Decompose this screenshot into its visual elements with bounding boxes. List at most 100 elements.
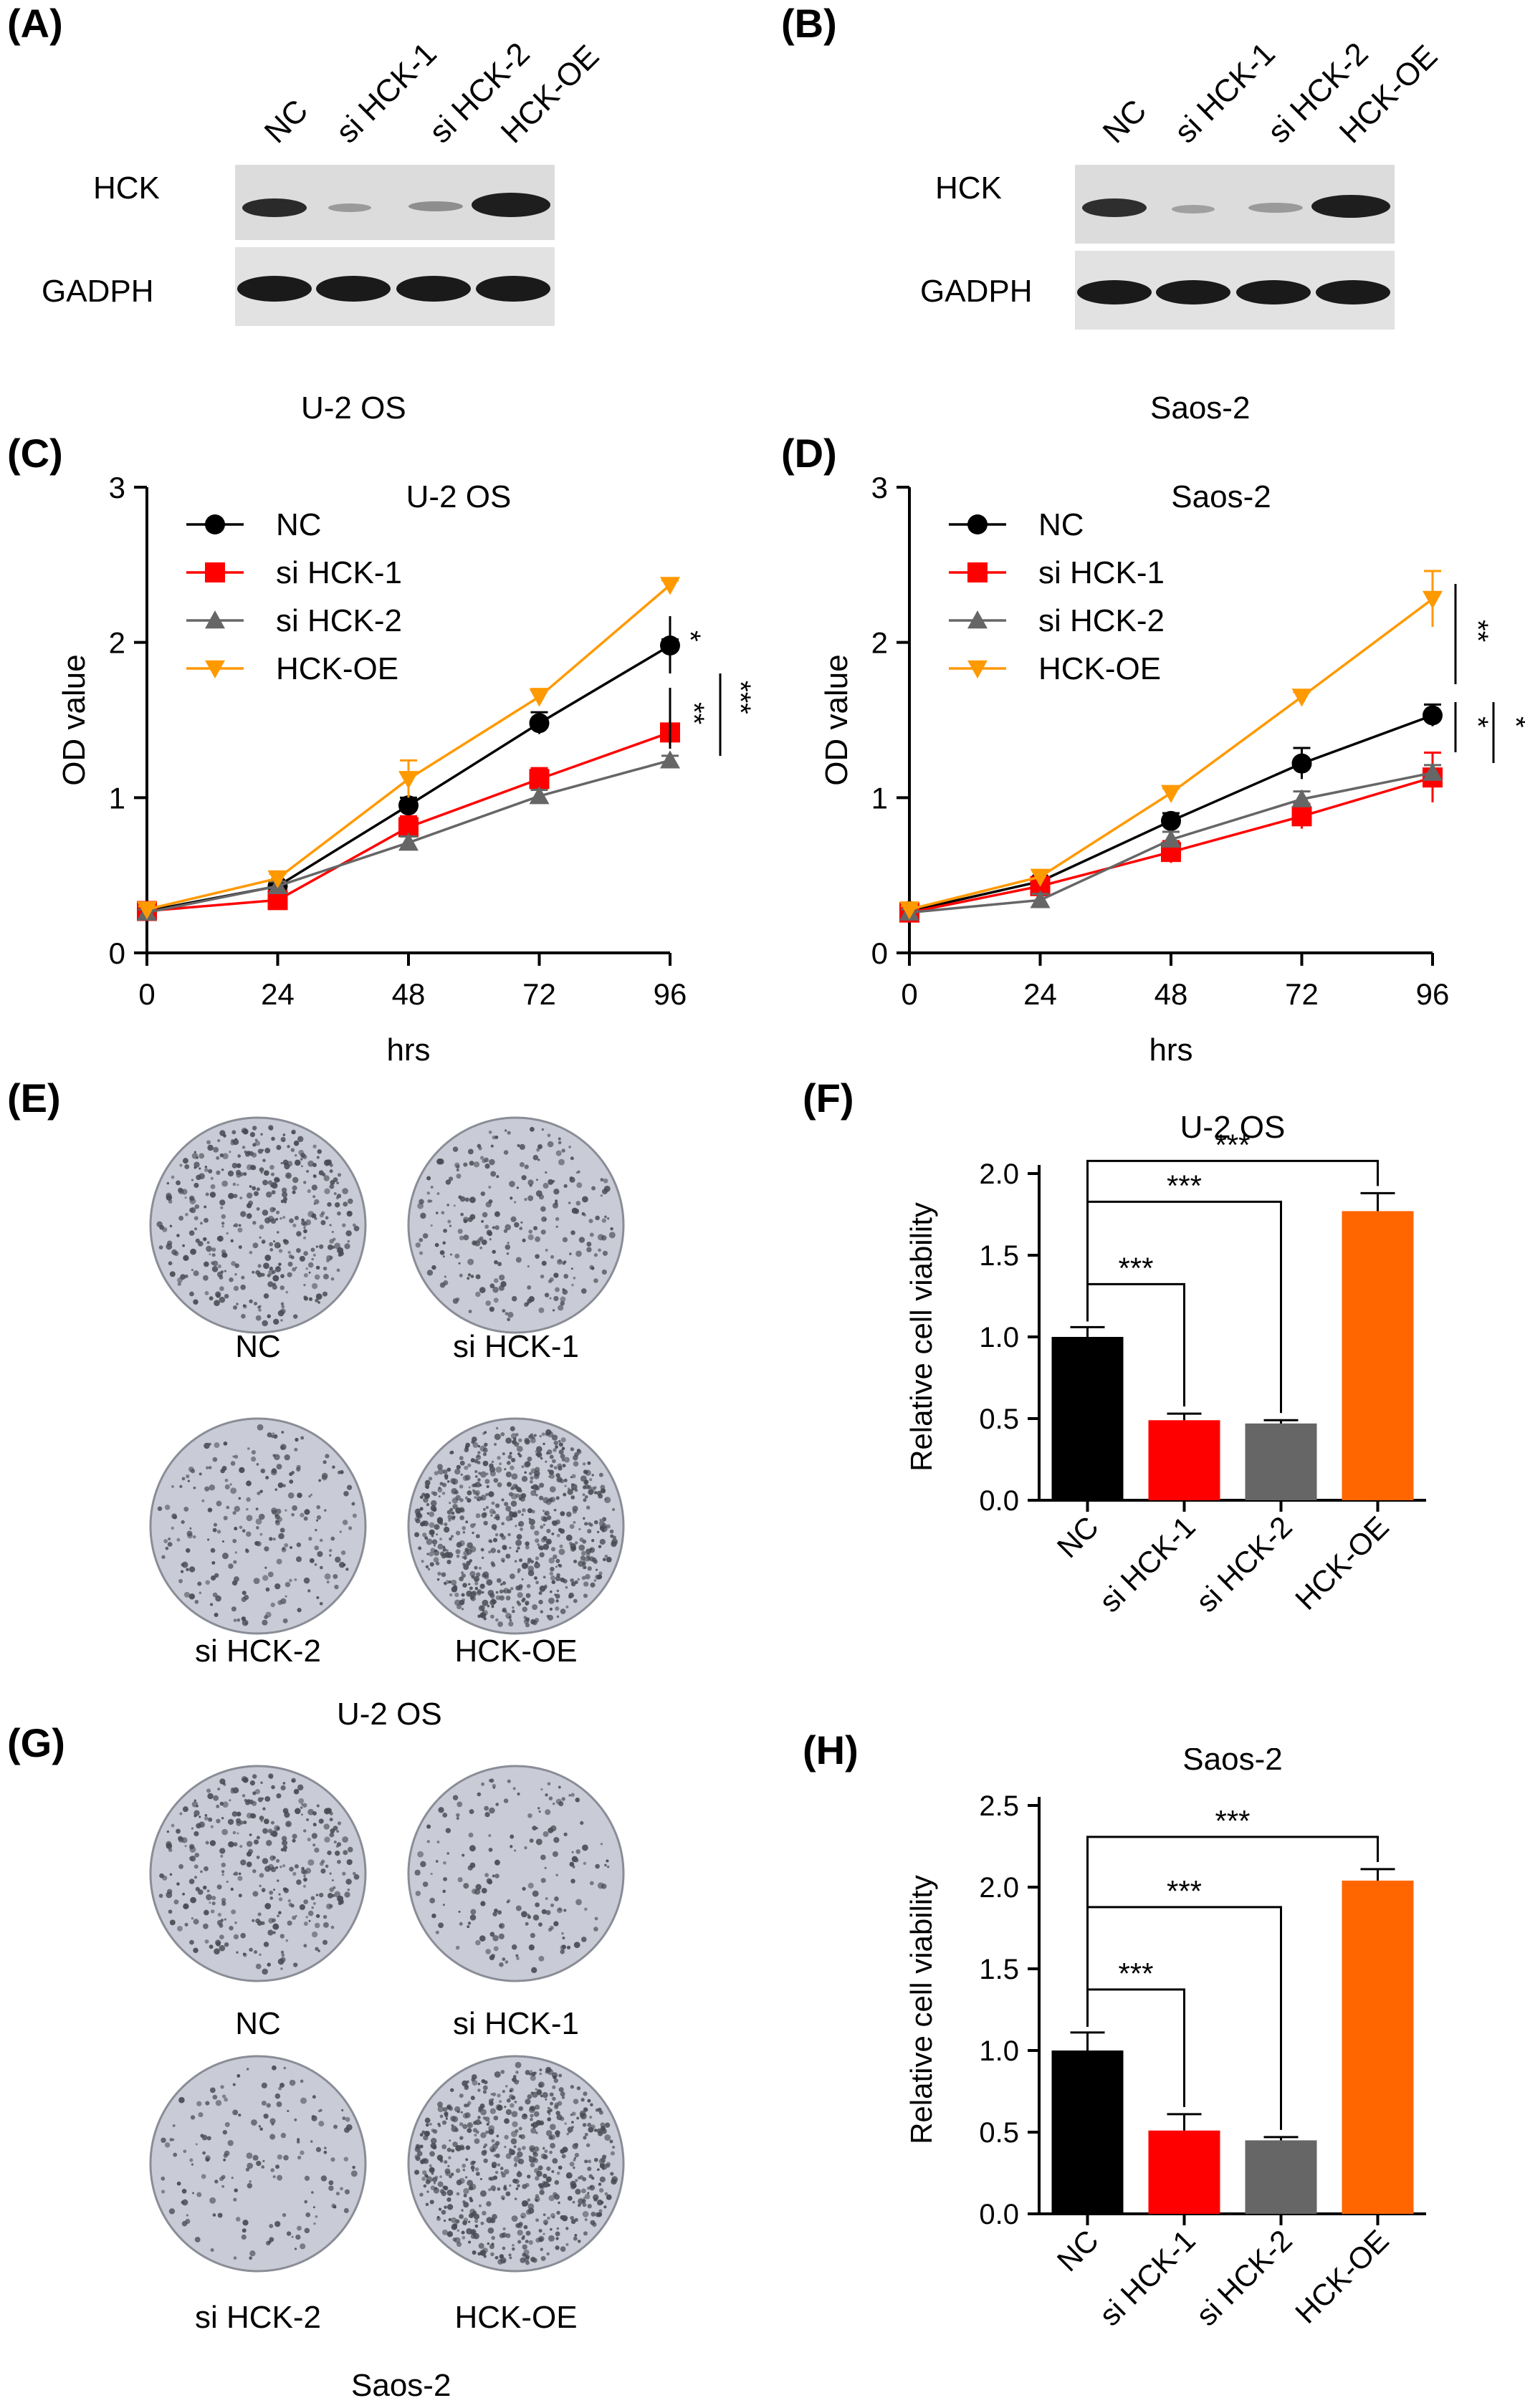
colony bbox=[189, 1527, 192, 1530]
colony bbox=[301, 1803, 304, 1806]
colony bbox=[448, 2217, 451, 2222]
colony bbox=[233, 1842, 238, 1847]
colony bbox=[459, 1599, 465, 1606]
colony bbox=[602, 2154, 607, 2159]
colony bbox=[542, 2181, 550, 2188]
colony bbox=[478, 2242, 484, 2249]
colony bbox=[494, 2171, 499, 2174]
colony bbox=[516, 1601, 520, 1604]
colony bbox=[254, 1138, 258, 1142]
colony bbox=[485, 1506, 489, 1510]
colony bbox=[331, 2203, 336, 2209]
colony bbox=[516, 1487, 522, 1492]
colony bbox=[606, 2194, 612, 2200]
chart-title: Saos-2 bbox=[1182, 1748, 1282, 1777]
blot-row-label-gadph: GADPH bbox=[42, 274, 154, 309]
colony bbox=[538, 1194, 545, 1200]
colony bbox=[178, 1188, 184, 1194]
colony bbox=[555, 1565, 558, 1568]
colony bbox=[611, 2178, 617, 2185]
colony bbox=[522, 1598, 526, 1601]
colony bbox=[437, 1543, 444, 1550]
colony bbox=[522, 2146, 526, 2150]
colony bbox=[459, 2214, 464, 2220]
colony bbox=[584, 2159, 588, 2164]
colony bbox=[318, 1818, 324, 1824]
colony bbox=[536, 2088, 542, 2095]
panel-label-e: (E) bbox=[7, 1075, 61, 1121]
colony bbox=[436, 1192, 440, 1195]
colony bbox=[436, 1841, 440, 1843]
colony bbox=[173, 2152, 178, 2157]
colony bbox=[475, 1475, 478, 1478]
colony bbox=[238, 1894, 242, 1898]
colony bbox=[329, 1872, 332, 1875]
colony bbox=[563, 1492, 567, 1497]
colony bbox=[494, 1443, 497, 1446]
colony bbox=[517, 1143, 520, 1148]
colony bbox=[558, 2087, 564, 2093]
colony bbox=[542, 1543, 550, 1550]
colony bbox=[451, 1511, 455, 1515]
colony bbox=[583, 1581, 589, 1587]
colony bbox=[278, 1893, 281, 1896]
colony bbox=[242, 1952, 246, 1956]
colony bbox=[456, 1542, 462, 1548]
colony bbox=[479, 1935, 486, 1942]
colony bbox=[527, 2203, 535, 2210]
colony bbox=[285, 1939, 289, 1942]
colony bbox=[585, 2143, 591, 2147]
colony bbox=[166, 1891, 173, 1899]
colony bbox=[161, 2189, 166, 2194]
colony bbox=[169, 1919, 176, 1926]
colony bbox=[245, 2167, 250, 2172]
colony bbox=[282, 1618, 288, 1623]
colony bbox=[273, 1434, 278, 1439]
colony bbox=[279, 2082, 285, 2088]
colony bbox=[210, 1548, 216, 1553]
colony bbox=[456, 1801, 463, 1808]
colony bbox=[566, 1945, 571, 1949]
colony bbox=[441, 1492, 446, 1495]
colony bbox=[503, 1229, 508, 1233]
colony bbox=[454, 1162, 460, 1168]
colony bbox=[323, 1823, 330, 1830]
colony bbox=[343, 1563, 346, 1567]
colony bbox=[236, 1811, 242, 1817]
colony bbox=[291, 1129, 296, 1135]
colony bbox=[571, 2111, 576, 2116]
colony bbox=[465, 1520, 469, 1524]
colony bbox=[329, 1239, 335, 1244]
colony bbox=[227, 2140, 234, 2146]
colony bbox=[269, 1164, 274, 1170]
colony bbox=[292, 1838, 296, 1843]
colony bbox=[201, 2134, 208, 2141]
colony bbox=[583, 1479, 589, 1484]
colony bbox=[473, 2213, 480, 2220]
colony bbox=[223, 1515, 228, 1520]
colony bbox=[300, 1813, 303, 1816]
blot-row-label-gadph: GADPH bbox=[920, 274, 1033, 309]
colony bbox=[443, 1861, 446, 1865]
colony bbox=[319, 1601, 323, 1606]
colony bbox=[185, 1548, 191, 1553]
colony bbox=[269, 2118, 276, 2124]
colony bbox=[510, 2131, 517, 2137]
colony bbox=[494, 2141, 500, 2146]
colony bbox=[433, 2187, 440, 2194]
colony bbox=[555, 1150, 562, 1156]
colony bbox=[506, 1252, 510, 1255]
colony bbox=[512, 2244, 515, 2247]
significance-marker: *** bbox=[1215, 1128, 1250, 1161]
colony bbox=[343, 1201, 348, 1207]
colony bbox=[542, 2213, 546, 2217]
colony bbox=[278, 1897, 283, 1901]
colony bbox=[231, 1162, 238, 1169]
colony bbox=[442, 1813, 448, 1818]
colony bbox=[518, 2106, 524, 2111]
colony bbox=[434, 1242, 439, 1247]
colony bbox=[563, 1909, 567, 1912]
colony bbox=[452, 1146, 459, 1152]
colony bbox=[442, 1469, 448, 1474]
colony bbox=[415, 1518, 421, 1524]
